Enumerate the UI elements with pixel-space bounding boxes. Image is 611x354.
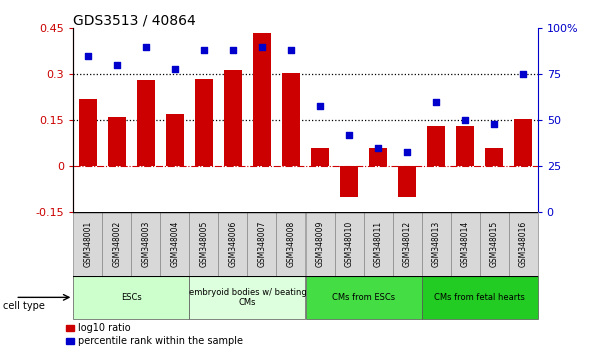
Bar [422,276,538,319]
Bar [393,212,422,276]
Text: GSM348013: GSM348013 [431,221,441,267]
Text: CMs from fetal hearts: CMs from fetal hearts [434,293,525,302]
Bar [427,126,445,166]
Text: GSM348008: GSM348008 [287,221,296,267]
Bar [282,73,299,166]
Text: GSM348014: GSM348014 [461,221,470,267]
Point [431,99,441,105]
Bar [276,212,306,276]
Text: GSM348016: GSM348016 [519,221,528,267]
Point [141,44,151,50]
Point [199,47,209,53]
Bar [311,148,329,166]
Bar [103,212,131,276]
Point [373,145,383,151]
Text: GSM348011: GSM348011 [373,221,382,267]
Bar [340,166,357,197]
Bar [73,212,102,276]
Bar [189,212,219,276]
Bar [508,212,538,276]
Point [315,103,325,108]
Bar [364,212,392,276]
Text: GSM348002: GSM348002 [112,221,122,267]
Bar [137,80,155,166]
Text: GSM348003: GSM348003 [141,221,150,268]
Text: GSM348007: GSM348007 [257,221,266,268]
Point [518,72,528,77]
Text: GSM348012: GSM348012 [403,221,412,267]
Point [489,121,499,127]
Text: cell type: cell type [3,301,45,311]
Point [112,62,122,68]
Bar [422,212,450,276]
Bar [196,79,213,166]
Point [402,149,412,154]
Text: GSM348009: GSM348009 [315,221,324,268]
Bar [131,212,161,276]
Bar [369,148,387,166]
Bar [219,212,247,276]
Point [344,132,354,138]
Point [170,66,180,72]
Text: GSM348005: GSM348005 [199,221,208,268]
Bar [247,212,276,276]
Bar [335,212,364,276]
Point [460,118,470,123]
Text: embryoid bodies w/ beating
CMs: embryoid bodies w/ beating CMs [189,288,306,307]
Bar [480,212,508,276]
Bar [79,99,97,166]
Point [286,47,296,53]
Bar [514,119,532,166]
Bar [108,117,126,166]
Point [228,47,238,53]
Bar [456,126,474,166]
Text: GSM348001: GSM348001 [83,221,92,267]
Bar [306,276,422,319]
Text: GSM348015: GSM348015 [489,221,499,267]
Bar [485,148,503,166]
Bar [306,212,335,276]
Bar [73,276,189,319]
Bar [450,212,480,276]
Text: GSM348006: GSM348006 [229,221,238,268]
Bar [160,212,189,276]
Text: GSM348010: GSM348010 [345,221,354,267]
Point [257,44,267,50]
Bar [254,33,271,166]
Bar [166,114,184,166]
Bar [224,70,241,166]
Text: GDS3513 / 40864: GDS3513 / 40864 [73,13,196,27]
Text: GSM348004: GSM348004 [170,221,180,268]
Bar [398,166,415,197]
Bar [189,276,306,319]
Text: CMs from ESCs: CMs from ESCs [332,293,395,302]
Text: ESCs: ESCs [121,293,142,302]
Legend: log10 ratio, percentile rank within the sample: log10 ratio, percentile rank within the … [66,324,243,346]
Point [83,53,93,59]
